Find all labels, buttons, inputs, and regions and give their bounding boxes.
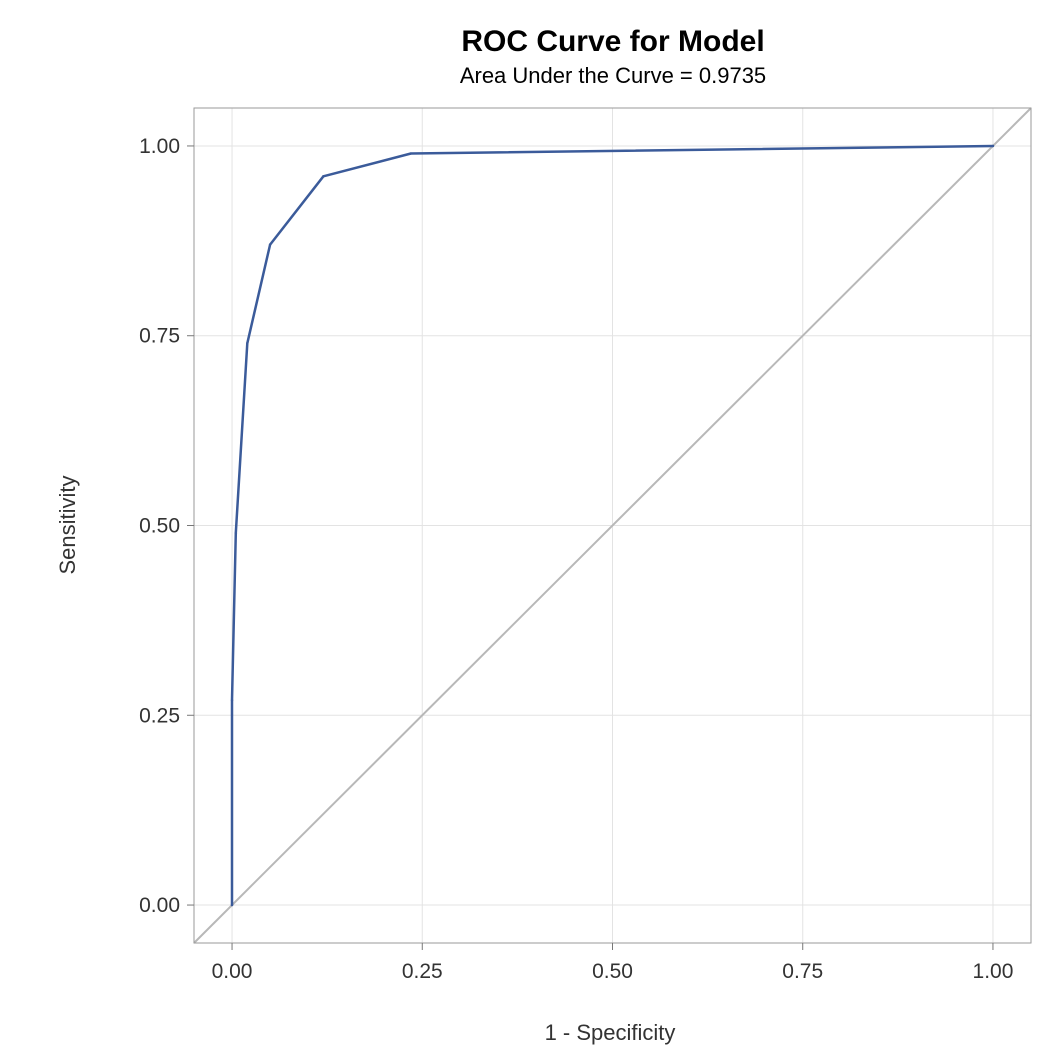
roc-curve-point	[991, 144, 995, 148]
chart-subtitle: Area Under the Curve = 0.9735	[460, 63, 766, 88]
roc-curve-point	[409, 152, 413, 155]
y-tick-label: 0.25	[139, 704, 180, 727]
x-tick-label: 0.75	[782, 960, 823, 983]
roc-curve-point	[230, 698, 234, 702]
reference-line-layer	[193, 107, 1032, 944]
x-axis-label: 1 - Specificity	[545, 1020, 676, 1045]
y-tick-label: 0.00	[139, 894, 180, 917]
y-tick-label: 0.50	[139, 515, 180, 538]
y-axis-label: Sensitivity	[55, 475, 80, 574]
roc-curve-point	[234, 531, 238, 535]
roc-curve-line	[230, 144, 995, 907]
x-tick-label: 0.25	[402, 960, 443, 983]
x-tick-label: 0.50	[592, 960, 633, 983]
y-tick-label: 0.75	[139, 325, 180, 348]
roc-curve-point	[268, 243, 272, 246]
y-tick-label: 1.00	[139, 135, 180, 158]
chart-title: ROC Curve for Model	[461, 25, 764, 58]
x-tick-label: 0.00	[212, 960, 253, 983]
tick-layer: 0.00 0.25 0.50 0.75 1.00 0.00 0.25 0.50 0.75 1.00	[139, 135, 1013, 983]
roc-curve-point	[322, 175, 325, 178]
series-layer	[230, 144, 995, 907]
roc-curve-point	[246, 342, 249, 345]
x-tick-label: 1.00	[973, 960, 1014, 983]
reference-diagonal-line	[193, 107, 1032, 944]
grid	[194, 108, 1031, 943]
roc-curve-point	[230, 903, 234, 907]
